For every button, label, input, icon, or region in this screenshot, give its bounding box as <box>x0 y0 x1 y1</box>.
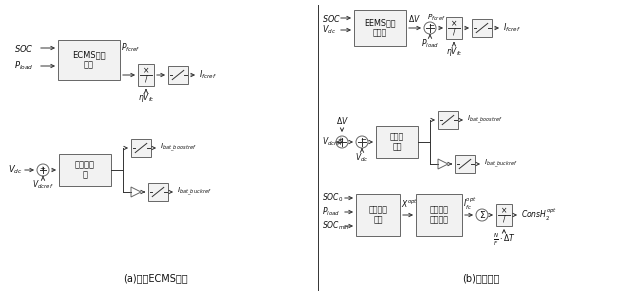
Text: $V_{dc}$: $V_{dc}$ <box>322 24 336 36</box>
Text: Σ: Σ <box>479 210 485 220</box>
Bar <box>138 64 154 86</box>
Text: $I_{fc}^{opt}$: $I_{fc}^{opt}$ <box>463 196 477 212</box>
Bar <box>148 183 168 201</box>
Text: $X^{opt}$: $X^{opt}$ <box>401 198 418 210</box>
Text: $I_{fcref}$: $I_{fcref}$ <box>503 22 521 34</box>
Text: 电压调
节器: 电压调 节器 <box>390 132 404 152</box>
Text: +: + <box>337 137 343 143</box>
Text: 燃料电池
极化曲线: 燃料电池 极化曲线 <box>429 205 449 225</box>
Text: $I_{bat\_boostref}$: $I_{bat\_boostref}$ <box>467 114 502 126</box>
Bar <box>496 204 512 226</box>
Text: ×: × <box>501 206 507 215</box>
Text: (b)所提策略: (b)所提策略 <box>462 273 500 283</box>
Text: (a)传统ECMS策略: (a)传统ECMS策略 <box>123 273 188 283</box>
Text: $\frac{N}{F}\cdot\Delta T$: $\frac{N}{F}\cdot\Delta T$ <box>493 232 515 248</box>
Bar <box>356 194 400 236</box>
Text: $V_{dc}$: $V_{dc}$ <box>8 164 22 176</box>
Text: $V_{dcref}$: $V_{dcref}$ <box>322 136 344 148</box>
Text: −: − <box>360 137 366 143</box>
Text: $SOC_{min}$: $SOC_{min}$ <box>322 220 350 232</box>
Text: $P_{fcref}$: $P_{fcref}$ <box>427 13 445 23</box>
Bar <box>168 66 188 84</box>
Text: $SOC$: $SOC$ <box>14 42 34 53</box>
Text: $SOC$: $SOC$ <box>322 13 341 23</box>
Bar <box>376 126 418 158</box>
Text: ×: × <box>143 66 149 75</box>
Text: $P_{load}$: $P_{load}$ <box>322 206 340 218</box>
Text: $P_{load}$: $P_{load}$ <box>421 38 439 50</box>
Text: $P_{load}$: $P_{load}$ <box>14 60 34 72</box>
Text: /: / <box>502 215 506 224</box>
Text: $\eta V_{fc}$: $\eta V_{fc}$ <box>138 92 154 105</box>
Text: $\Delta V$: $\Delta V$ <box>335 114 348 125</box>
Bar <box>438 111 458 129</box>
Bar <box>59 154 111 186</box>
Bar <box>354 10 406 46</box>
Text: $\Delta V$: $\Delta V$ <box>408 13 421 23</box>
Bar <box>131 139 151 157</box>
Text: $ConsH_2^{opt}$: $ConsH_2^{opt}$ <box>521 207 557 223</box>
Text: $I_{fcref}$: $I_{fcref}$ <box>199 69 217 81</box>
Bar <box>416 194 462 236</box>
Text: /: / <box>452 28 455 37</box>
Text: $I_{bat\_boostref}$: $I_{bat\_boostref}$ <box>160 142 196 154</box>
Text: /: / <box>145 75 147 84</box>
Bar <box>455 155 475 173</box>
Text: $I_{bat\_buckref}$: $I_{bat\_buckref}$ <box>484 158 518 170</box>
Text: ×: × <box>451 19 457 28</box>
Text: $SOC_0$: $SOC_0$ <box>322 192 343 204</box>
Bar <box>58 40 120 80</box>
Text: 电压调节
器: 电压调节 器 <box>75 160 95 180</box>
Text: $\eta V_{fc}$: $\eta V_{fc}$ <box>445 45 463 58</box>
Text: +: + <box>39 166 45 172</box>
Text: −: − <box>428 23 434 29</box>
Text: $I_{bat\_buckref}$: $I_{bat\_buckref}$ <box>177 186 212 198</box>
Text: $V_{dcref}$: $V_{dcref}$ <box>32 179 54 191</box>
Bar <box>472 19 492 37</box>
Text: EEMS优化
化算法: EEMS优化 化算法 <box>364 18 396 38</box>
Bar <box>446 17 462 39</box>
Text: $P_{fcref}$: $P_{fcref}$ <box>121 42 140 54</box>
Text: ECMS优化
算法: ECMS优化 算法 <box>72 50 106 70</box>
Text: $V_{dc}$: $V_{dc}$ <box>355 152 369 164</box>
Text: 离线优化
算法: 离线优化 算法 <box>369 205 387 225</box>
